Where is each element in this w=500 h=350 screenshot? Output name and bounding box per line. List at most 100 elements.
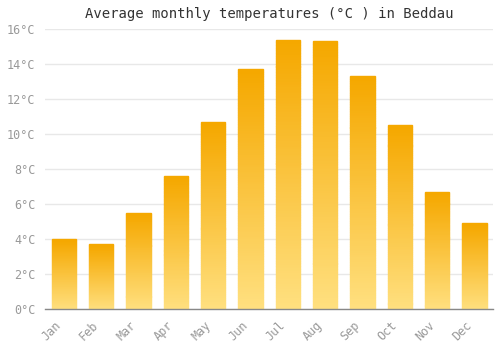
Bar: [201, 223, 226, 225]
Bar: [388, 276, 412, 278]
Bar: [89, 252, 114, 253]
Bar: [201, 187, 226, 189]
Bar: [164, 177, 188, 179]
Bar: [425, 299, 449, 300]
Bar: [462, 269, 486, 270]
Bar: [350, 86, 374, 88]
Bar: [238, 259, 262, 261]
Bar: [313, 124, 337, 127]
Bar: [313, 170, 337, 173]
Bar: [425, 257, 449, 259]
Bar: [164, 208, 188, 209]
Bar: [462, 299, 486, 300]
Bar: [52, 290, 76, 291]
Bar: [350, 202, 374, 204]
Bar: [388, 303, 412, 305]
Bar: [313, 304, 337, 306]
Bar: [313, 266, 337, 269]
Bar: [350, 214, 374, 216]
Bar: [388, 166, 412, 168]
Bar: [238, 153, 262, 156]
Bar: [89, 254, 114, 255]
Bar: [313, 167, 337, 170]
Bar: [388, 280, 412, 281]
Bar: [313, 215, 337, 218]
Bar: [388, 151, 412, 153]
Bar: [425, 241, 449, 242]
Bar: [350, 234, 374, 237]
Bar: [126, 217, 150, 218]
Bar: [425, 279, 449, 280]
Bar: [238, 115, 262, 117]
Bar: [462, 290, 486, 291]
Bar: [350, 188, 374, 190]
Bar: [201, 208, 226, 210]
Bar: [350, 190, 374, 192]
Bar: [164, 179, 188, 180]
Bar: [126, 276, 150, 277]
Bar: [89, 248, 114, 249]
Bar: [52, 305, 76, 306]
Bar: [388, 180, 412, 182]
Bar: [238, 182, 262, 184]
Bar: [276, 266, 300, 268]
Bar: [388, 298, 412, 300]
Bar: [52, 282, 76, 283]
Bar: [126, 249, 150, 250]
Bar: [462, 281, 486, 282]
Bar: [201, 215, 226, 217]
Bar: [462, 283, 486, 284]
Bar: [52, 292, 76, 293]
Bar: [313, 151, 337, 154]
Bar: [313, 47, 337, 49]
Bar: [388, 217, 412, 219]
Bar: [388, 296, 412, 298]
Bar: [388, 140, 412, 142]
Bar: [425, 277, 449, 279]
Bar: [462, 261, 486, 262]
Bar: [89, 292, 114, 293]
Bar: [313, 199, 337, 202]
Bar: [126, 266, 150, 267]
Bar: [89, 293, 114, 294]
Bar: [164, 204, 188, 205]
Bar: [350, 276, 374, 279]
Bar: [462, 263, 486, 264]
Bar: [388, 199, 412, 201]
Bar: [238, 177, 262, 180]
Bar: [350, 141, 374, 144]
Bar: [164, 252, 188, 253]
Bar: [89, 293, 114, 294]
Bar: [52, 272, 76, 273]
Bar: [89, 259, 114, 260]
Bar: [462, 297, 486, 298]
Bar: [238, 244, 262, 247]
Bar: [388, 272, 412, 274]
Bar: [238, 232, 262, 235]
Bar: [276, 236, 300, 239]
Bar: [425, 239, 449, 240]
Bar: [126, 216, 150, 217]
Bar: [388, 256, 412, 258]
Bar: [201, 238, 226, 240]
Bar: [126, 285, 150, 286]
Bar: [425, 232, 449, 233]
Bar: [388, 156, 412, 158]
Bar: [238, 144, 262, 146]
Bar: [462, 307, 486, 308]
Bar: [89, 256, 114, 257]
Bar: [276, 274, 300, 277]
Bar: [313, 119, 337, 121]
Bar: [313, 60, 337, 63]
Bar: [462, 239, 486, 240]
Bar: [276, 93, 300, 96]
Bar: [313, 57, 337, 60]
Bar: [388, 125, 412, 127]
Bar: [276, 48, 300, 50]
Bar: [201, 174, 226, 176]
Bar: [164, 298, 188, 300]
Bar: [425, 276, 449, 277]
Bar: [126, 289, 150, 290]
Bar: [201, 230, 226, 232]
Bar: [462, 256, 486, 257]
